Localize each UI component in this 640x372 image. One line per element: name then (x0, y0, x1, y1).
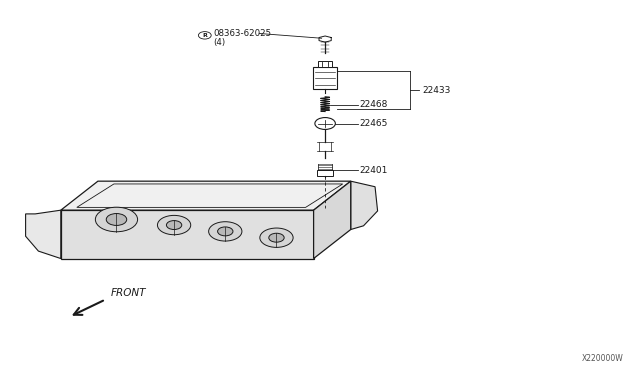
Circle shape (157, 215, 191, 235)
Circle shape (269, 233, 284, 242)
Polygon shape (314, 181, 351, 259)
Text: (4): (4) (213, 38, 225, 47)
Circle shape (260, 228, 293, 247)
Bar (317, 170, 333, 176)
Polygon shape (26, 210, 61, 259)
Text: 22433: 22433 (422, 86, 451, 94)
Text: 08363-62025: 08363-62025 (213, 29, 271, 38)
Circle shape (198, 32, 211, 39)
Circle shape (209, 222, 242, 241)
Text: R: R (202, 33, 207, 38)
Polygon shape (61, 181, 351, 210)
Polygon shape (61, 210, 314, 259)
Circle shape (95, 207, 138, 232)
Bar (319, 61, 332, 67)
Circle shape (218, 227, 233, 236)
Circle shape (106, 214, 127, 225)
Polygon shape (319, 36, 332, 42)
Circle shape (315, 118, 335, 129)
Bar (313, 67, 337, 89)
Circle shape (166, 221, 182, 230)
Text: 22468: 22468 (360, 100, 388, 109)
Text: 22465: 22465 (360, 119, 388, 128)
Text: X220000W: X220000W (582, 354, 624, 363)
Text: FRONT: FRONT (111, 288, 146, 298)
Polygon shape (351, 181, 378, 230)
Text: 22401: 22401 (360, 166, 388, 174)
